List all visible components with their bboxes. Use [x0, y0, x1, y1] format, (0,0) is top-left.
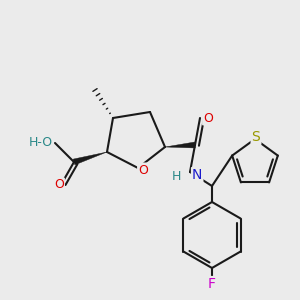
Text: O: O [54, 178, 64, 191]
Text: H: H [172, 170, 181, 184]
Text: S: S [252, 130, 260, 144]
Polygon shape [165, 142, 195, 148]
Polygon shape [73, 152, 107, 165]
Text: O: O [203, 112, 213, 124]
Text: F: F [208, 277, 216, 291]
Text: H-O: H-O [29, 136, 53, 149]
Text: O: O [138, 164, 148, 176]
Text: N: N [192, 168, 202, 182]
